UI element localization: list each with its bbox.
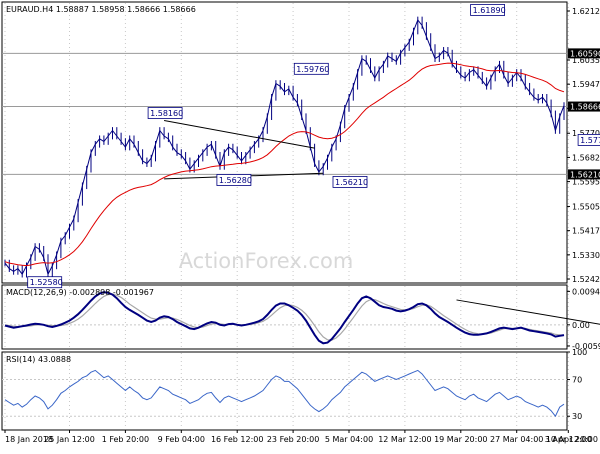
x-tick-label: 19 Mar 20:00 (434, 435, 487, 444)
annotation-label: 1.59760 (296, 65, 329, 74)
x-tick-label: 5 Mar 04:00 (325, 435, 373, 444)
main-y-tick-label: 1.53300 (572, 251, 600, 260)
main-y-tick-label: 1.52425 (572, 275, 600, 284)
x-tick-label: 10 Apr 20:00 (546, 435, 598, 444)
x-tick-label: 1 Feb 20:00 (102, 435, 149, 444)
rsi-y-tick-label: 100 (572, 348, 587, 357)
rsi-y-tick-label: 30 (572, 412, 582, 421)
main-y-tick-label: 1.56825 (572, 153, 600, 162)
x-tick-label: 12 Mar 12:00 (378, 435, 431, 444)
x-tick-label: 9 Feb 04:00 (158, 435, 205, 444)
rsi-y-ticks: 100 70 30 (567, 348, 587, 421)
level-label: 1.56210 (570, 170, 600, 179)
annotation-label: 1.56210 (335, 178, 368, 187)
x-tick-label: 25 Jan 12:00 (44, 435, 95, 444)
level-label: 1.60590 (570, 49, 600, 58)
annotation-label: 1.52580 (30, 278, 63, 287)
watermark: ActionForex.com (179, 249, 354, 273)
x-tick-label: 27 Mar 04:00 (490, 435, 543, 444)
main-y-tick-label: 1.59475 (572, 80, 600, 89)
main-header: EURAUD.H4 1.58887 1.58958 1.58666 1.5866… (6, 5, 196, 14)
rsi-pane-frame (2, 352, 567, 430)
level-label: 1.58666 (570, 103, 600, 112)
annotation-label: 1.56280 (219, 176, 252, 185)
x-tick-label: 16 Feb 12:00 (211, 435, 263, 444)
annotation-label: 1.58160 (150, 109, 183, 118)
x-tick-label: 23 Feb 20:00 (267, 435, 319, 444)
annotation-label: 1.57730 (580, 136, 600, 145)
main-y-tick-label: 1.54175 (572, 227, 600, 236)
macd-y-tick-label: 0.009407 (572, 287, 600, 296)
rsi-header: RSI(14) 43.0888 (6, 355, 71, 364)
macd-header: MACD(12,26,9) -0.002898 -0.001967 (6, 288, 154, 297)
main-y-tick-label: 1.62125 (572, 7, 600, 16)
rsi-y-tick-label: 70 (572, 376, 582, 385)
annotation-label: 1.61890 (473, 6, 506, 15)
main-y-tick-label: 1.55050 (572, 202, 600, 211)
